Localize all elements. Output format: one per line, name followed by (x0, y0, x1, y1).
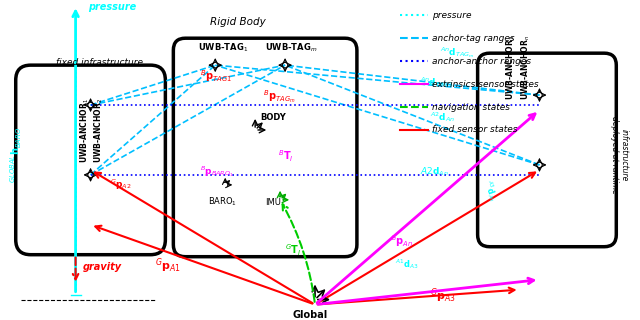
FancyBboxPatch shape (477, 53, 616, 247)
Text: $^B\mathbf{p}_{BARO_1}$: $^B\mathbf{p}_{BARO_1}$ (200, 164, 234, 180)
Text: Rigid Body: Rigid Body (211, 17, 266, 27)
Text: fixed infrastructure: fixed infrastructure (56, 58, 143, 67)
Text: $^B\mathbf{T}_I$: $^B\mathbf{T}_I$ (278, 148, 294, 164)
Text: $^G\mathbf{T}_I$: $^G\mathbf{T}_I$ (285, 243, 301, 259)
Text: $^{An}\mathbf{d}_{TAG1}$: $^{An}\mathbf{d}_{TAG1}$ (420, 75, 454, 89)
Text: anchor-tag ranges: anchor-tag ranges (432, 34, 515, 43)
FancyBboxPatch shape (16, 65, 165, 255)
Text: anchor-anchor ranges: anchor-anchor ranges (432, 57, 531, 66)
Text: UWB-ANCHOR$_3$: UWB-ANCHOR$_3$ (504, 35, 517, 100)
Text: extrinsics sensor states: extrinsics sensor states (432, 80, 538, 89)
Text: UWB-ANCHOR$_2$: UWB-ANCHOR$_2$ (93, 97, 105, 163)
Text: $^G\mathbf{p}_{A1}$: $^G\mathbf{p}_{A1}$ (156, 256, 182, 275)
Text: navigation states: navigation states (432, 102, 509, 112)
Text: BARO$_1$: BARO$_1$ (208, 196, 237, 208)
Text: $^{A1}\mathbf{d}_{A3}$: $^{A1}\mathbf{d}_{A3}$ (395, 257, 419, 271)
Text: UWB-TAG$_1$: UWB-TAG$_1$ (198, 41, 248, 54)
Text: $^{GLOBAL}\mathbf{h}_{BARO}$: $^{GLOBAL}\mathbf{h}_{BARO}$ (9, 127, 24, 183)
FancyBboxPatch shape (173, 38, 357, 257)
Text: gravity: gravity (83, 262, 122, 272)
Text: UWB-TAG$_m$: UWB-TAG$_m$ (265, 41, 317, 54)
Text: UWB-ANCHOR$_n$: UWB-ANCHOR$_n$ (520, 35, 532, 100)
Text: $^G\mathbf{p}_{A2}$: $^G\mathbf{p}_{A2}$ (111, 178, 132, 192)
Text: Global: Global (292, 309, 328, 320)
Text: $^{A3}\mathbf{d}_{An}$: $^{A3}\mathbf{d}_{An}$ (479, 178, 500, 203)
Text: $^B\mathbf{p}_{TAG_m}$: $^B\mathbf{p}_{TAG_m}$ (263, 88, 296, 105)
Text: BODY: BODY (260, 113, 286, 122)
Text: pressure: pressure (88, 2, 137, 12)
Text: UWB-ANCHOR$_1$: UWB-ANCHOR$_1$ (79, 97, 91, 163)
Text: $^{An}\mathbf{d}_{TAG_m}$: $^{An}\mathbf{d}_{TAG_m}$ (440, 45, 474, 60)
Text: $^{A2}\mathbf{d}_{An}$: $^{A2}\mathbf{d}_{An}$ (429, 110, 455, 124)
Text: pressure: pressure (432, 11, 471, 20)
Text: $^B\mathbf{p}_{TAG1}$: $^B\mathbf{p}_{TAG1}$ (200, 68, 232, 84)
Text: $A2\mathbf{d}_{An}$: $A2\mathbf{d}_{An}$ (420, 166, 449, 178)
Text: infrastructure
deployed at runtime: infrastructure deployed at runtime (609, 116, 629, 194)
Text: IMU: IMU (265, 198, 281, 207)
Text: $^G\mathbf{p}_{A3}$: $^G\mathbf{p}_{A3}$ (429, 286, 456, 305)
Text: $^G\mathbf{p}_{An}$: $^G\mathbf{p}_{An}$ (390, 233, 413, 249)
Text: fixed sensor states: fixed sensor states (432, 125, 517, 134)
